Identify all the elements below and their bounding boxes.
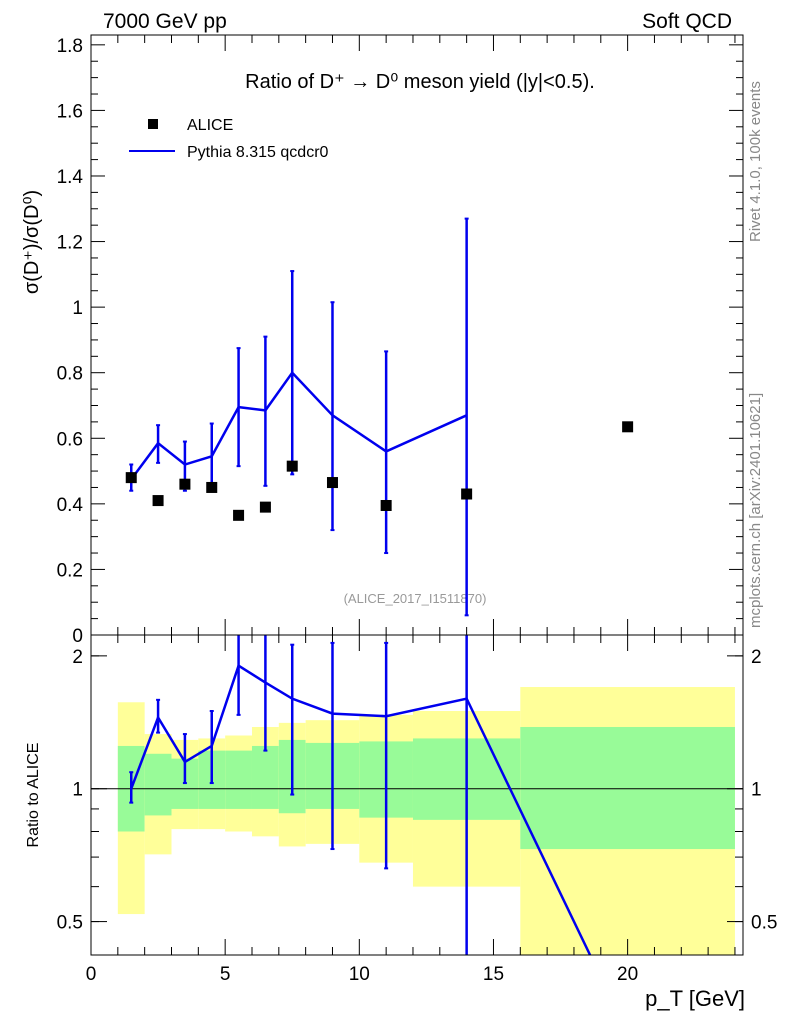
alice-data-point [152,495,164,507]
main-panel: 0 0.2 0.4 0.6 0.8 1 1.2 1.4 1.6 1.8 Ratio of D⁺ →… [21,34,744,647]
alice-data-point [259,501,271,513]
ratio-x-tick-label: 10 [349,964,370,985]
ratio-bands [91,687,743,955]
legend-alice-marker [148,119,158,129]
ratio-inner-band [225,750,252,809]
ratio-y-label: Ratio to ALICE [25,743,42,848]
legend-alice-label: ALICE [187,117,233,134]
x-axis-label-main: p_T [GeV] [645,986,745,1011]
main-y-tick-label: 0 [72,626,83,647]
alice-data-point [380,499,392,511]
main-title: Ratio of D⁺ → D⁰ meson yield (|y|<0.5). [245,71,595,93]
main-y-tick-label: 1.8 [57,36,83,57]
header-right: Soft QCD [642,10,732,33]
alice-data-point [179,478,191,490]
main-y-tick-label: 1.2 [57,233,83,254]
alice-data-point [622,421,634,433]
main-y-tick-label: 0.4 [57,495,84,516]
ratio-x-tick-label: 0 [86,964,97,985]
main-y-tick-label: 1.6 [57,101,83,122]
alice-data-point [233,509,245,521]
ratio-series [129,635,592,956]
ratio-y-tick-label-right: 1 [751,780,762,801]
ratio-panel: 0.5 0.5 1 1 2 2 0 5 10 15 20 Ratio to ALICE p_T [… [25,634,778,1011]
ratio-inner-band [520,726,735,850]
mcplots-label: mcplots.cern.ch [arXiv:2401.10621] [747,393,764,628]
ratio-y-tick-label-right: 0.5 [751,913,777,934]
main-y-label: σ(D⁺)/σ(D⁰) [21,190,43,294]
legend-pythia-label: Pythia 8.315 qcdcr0 [187,144,329,161]
x-axis-label: p_T [GeV] [645,986,745,1011]
ratio-y-axis: 0.5 0.5 1 1 2 2 [57,647,778,934]
watermark-text: (ALICE_2017_I1511870) [344,591,487,606]
ratio-x-axis: 0 5 10 15 20 [86,635,736,985]
ratio-y-tick-label: 0.5 [57,913,83,934]
alice-data-point [125,472,137,484]
ratio-y-tick-label: 1 [72,780,83,801]
ratio-frame [90,634,744,956]
ratio-inner-band [144,753,172,816]
main-y-tick-label: 0.2 [57,560,83,581]
ratio-inner-band [251,745,279,809]
legend: ALICE Pythia 8.315 qcdcr0 [129,117,329,161]
rivet-label: Rivet 4.1.0, 100k events [747,81,764,242]
ratio-x-tick-label: 15 [483,964,504,985]
ratio-x-tick-label: 20 [617,964,638,985]
main-y-tick-label: 1.4 [57,167,84,188]
pythia-line [130,370,468,481]
header-left: 7000 GeV pp [103,10,227,33]
ratio-pythia-line [130,663,592,956]
ratio-y-tick-label: 2 [72,647,83,668]
main-y-tick-label: 0.8 [57,364,83,385]
alice-data-point [326,477,338,489]
alice-data-point [206,481,218,493]
main-y-tick-label: 1 [72,298,83,319]
ratio-x-tick-label: 5 [220,964,231,985]
main-y-axis: 0 0.2 0.4 0.6 0.8 1 1.2 1.4 1.6 1.8 [57,36,743,647]
main-y-tick-label: 0.6 [57,429,83,450]
alice-data-point [286,460,298,472]
alice-data-point [461,488,473,500]
ratio-y-tick-label-right: 2 [751,647,762,668]
main-series [125,217,634,617]
